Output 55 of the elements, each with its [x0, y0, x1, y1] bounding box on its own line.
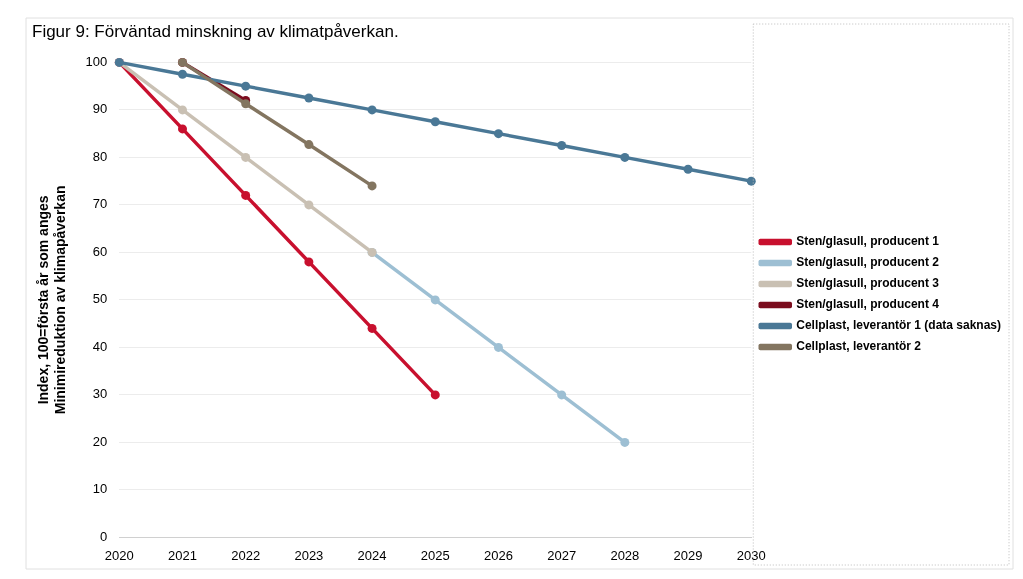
point: [557, 390, 567, 400]
y-tick-label: 40: [92, 338, 108, 354]
point: [493, 342, 503, 352]
x-tick-label: 2024: [357, 547, 387, 563]
legend-label: Sten/glasull, producent 2: [796, 255, 940, 270]
y-tick-label: 100: [85, 53, 108, 69]
x-tick-label: 2022: [231, 547, 261, 563]
y-axis-title: Index, 100=första år som anges Minimireduktion av klimapåverkan: [35, 185, 69, 415]
point: [683, 164, 693, 174]
point: [557, 141, 567, 151]
point: [304, 257, 314, 267]
point: [367, 105, 377, 115]
point: [177, 124, 187, 134]
y-tick-label: 80: [92, 148, 108, 164]
point: [620, 437, 630, 447]
point: [430, 117, 440, 127]
x-tick-label: 2021: [168, 547, 197, 563]
y-tick-label: 30: [92, 386, 108, 402]
point: [241, 81, 251, 91]
chart-title: Figur 9: Förväntad minskning av klimatpåverkan.: [32, 21, 399, 41]
y-tick-label: 60: [92, 243, 108, 259]
x-tick-label: 2026: [484, 547, 513, 563]
x-tick-label: 2030: [736, 547, 766, 563]
x-tick-label: 2025: [420, 547, 450, 563]
legend-label: Sten/glasull, producent 3: [796, 276, 940, 291]
point: [493, 129, 503, 139]
point: [241, 152, 251, 162]
point: [367, 323, 377, 333]
y-tick-label: 0: [100, 528, 108, 544]
point: [304, 93, 314, 103]
point: [746, 176, 756, 186]
point: [430, 390, 440, 400]
y-tick-label: 70: [92, 196, 108, 212]
x-tick-label: 2027: [547, 547, 577, 563]
point: [304, 200, 314, 210]
x-tick-label: 2028: [610, 547, 640, 563]
y-tick-label: 10: [92, 481, 108, 497]
point: [177, 105, 187, 115]
x-tick-label: 2029: [673, 547, 703, 563]
legend-label: Cellplast, leverantör 2: [796, 339, 922, 354]
y-tick-label: 20: [92, 433, 108, 449]
legend-label: Cellplast, leverantör 1 (data saknas): [796, 318, 1001, 333]
point: [304, 140, 314, 150]
y-tick-label: 90: [92, 101, 108, 117]
point: [367, 181, 377, 191]
x-tick-label: 2020: [104, 547, 134, 563]
legend-label: Sten/glasull, producent 4: [796, 297, 940, 312]
point: [177, 69, 187, 79]
y-tick-label: 50: [92, 291, 108, 307]
point: [241, 190, 251, 200]
point: [620, 152, 630, 162]
x-tick-label: 2023: [294, 547, 324, 563]
point: [241, 99, 251, 109]
point: [430, 295, 440, 305]
legend-label: Sten/glasull, producent 1: [796, 234, 940, 249]
